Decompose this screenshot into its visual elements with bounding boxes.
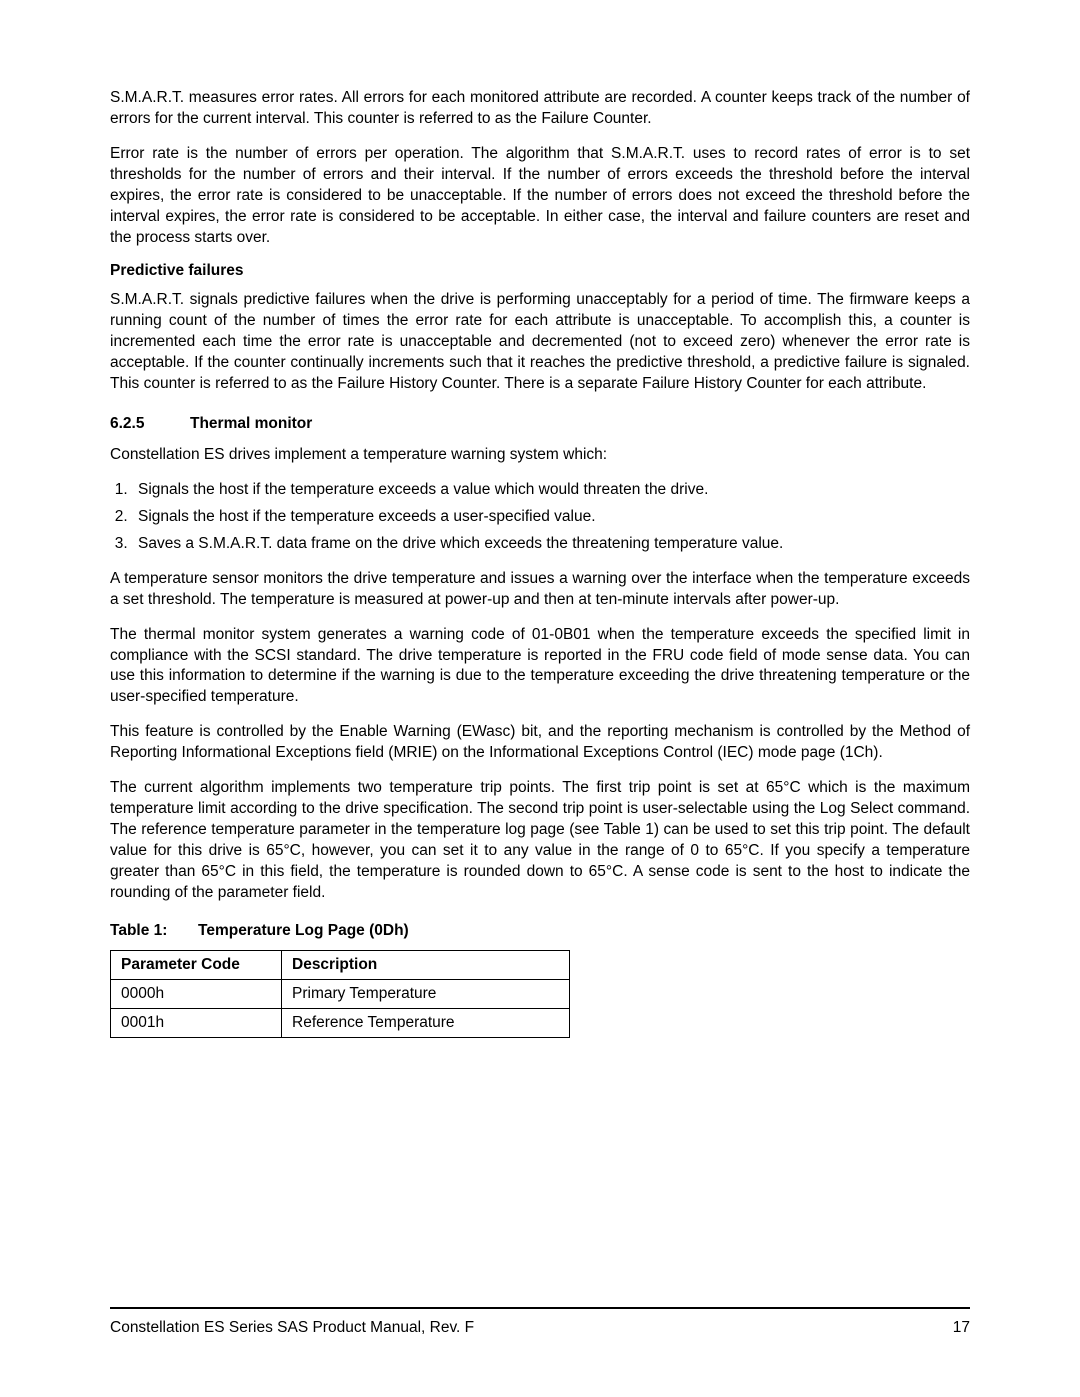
- list-item: Signals the host if the temperature exce…: [132, 507, 970, 528]
- paragraph-predictive-failures: S.M.A.R.T. signals predictive failures w…: [110, 290, 970, 395]
- section-heading-thermal: 6.2.5 Thermal monitor: [110, 415, 970, 433]
- paragraph-error-rate-def: Error rate is the number of errors per o…: [110, 144, 970, 249]
- paragraph-temp-sensor: A temperature sensor monitors the drive …: [110, 569, 970, 611]
- table-cell: Reference Temperature: [282, 1008, 570, 1037]
- content-area: S.M.A.R.T. measures error rates. All err…: [110, 88, 970, 1307]
- paragraph-thermal-intro: Constellation ES drives implement a temp…: [110, 445, 970, 466]
- table-row: 0001h Reference Temperature: [111, 1008, 570, 1037]
- table-row: 0000h Primary Temperature: [111, 979, 570, 1008]
- section-title: Thermal monitor: [190, 415, 312, 433]
- table-cell: 0001h: [111, 1008, 282, 1037]
- table-caption-title: Temperature Log Page (0Dh): [198, 922, 409, 940]
- table-cell: 0000h: [111, 979, 282, 1008]
- page-container: S.M.A.R.T. measures error rates. All err…: [0, 0, 1080, 1397]
- temperature-log-table: Parameter Code Description 0000h Primary…: [110, 950, 570, 1038]
- table-header-cell: Description: [282, 950, 570, 979]
- table-caption: Table 1: Temperature Log Page (0Dh): [110, 922, 970, 940]
- table-caption-label: Table 1:: [110, 922, 198, 940]
- paragraph-trip-points: The current algorithm implements two tem…: [110, 778, 970, 904]
- section-number: 6.2.5: [110, 415, 190, 433]
- list-item: Signals the host if the temperature exce…: [132, 480, 970, 501]
- heading-predictive-failures: Predictive failures: [110, 262, 970, 280]
- table-cell: Primary Temperature: [282, 979, 570, 1008]
- paragraph-warning-code: The thermal monitor system generates a w…: [110, 625, 970, 709]
- footer-page-number: 17: [953, 1319, 970, 1337]
- table-header-row: Parameter Code Description: [111, 950, 570, 979]
- list-item: Saves a S.M.A.R.T. data frame on the dri…: [132, 534, 970, 555]
- footer-left-text: Constellation ES Series SAS Product Manu…: [110, 1319, 474, 1337]
- table-header-cell: Parameter Code: [111, 950, 282, 979]
- page-footer: Constellation ES Series SAS Product Manu…: [110, 1307, 970, 1337]
- paragraph-smart-error-rates: S.M.A.R.T. measures error rates. All err…: [110, 88, 970, 130]
- paragraph-ewasc: This feature is controlled by the Enable…: [110, 722, 970, 764]
- thermal-warning-list: Signals the host if the temperature exce…: [110, 480, 970, 555]
